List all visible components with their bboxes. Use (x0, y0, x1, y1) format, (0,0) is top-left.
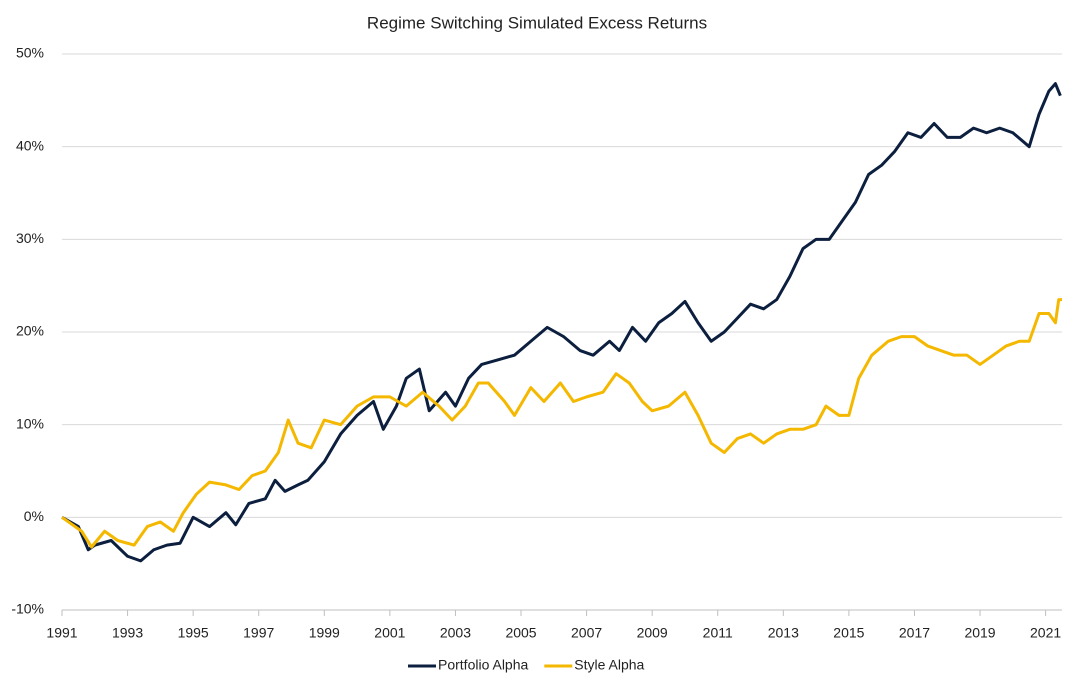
y-tick-label: 30% (16, 230, 44, 246)
y-tick-label: 0% (24, 508, 44, 524)
x-tick-label: 2009 (637, 625, 668, 641)
x-tick-label: 2015 (833, 625, 864, 641)
x-tick-label: 1999 (309, 625, 340, 641)
y-tick-label: 40% (16, 137, 44, 153)
x-tick-label: 2019 (964, 625, 995, 641)
x-tick-label: 2021 (1030, 625, 1061, 641)
x-tick-label: 2005 (505, 625, 536, 641)
x-tick-label: 1991 (46, 625, 77, 641)
x-tick-label: 2017 (899, 625, 930, 641)
series-line (61, 82, 1062, 563)
y-tick-label: 50% (16, 45, 44, 61)
x-tick-label: 2013 (768, 625, 799, 641)
x-tick-label: 2003 (440, 625, 471, 641)
series-line (61, 298, 1062, 549)
x-tick-label: 2007 (571, 625, 602, 641)
legend-item: Portfolio Alpha (408, 657, 528, 673)
x-tick-label: 1997 (243, 625, 274, 641)
legend-label: Style Alpha (574, 657, 644, 673)
x-tick-label: 1993 (112, 625, 143, 641)
x-tick-label: 2001 (374, 625, 405, 641)
chart-title: Regime Switching Simulated Excess Return… (367, 13, 707, 32)
legend-item: Style Alpha (544, 657, 645, 673)
x-tick-label: 1995 (178, 625, 209, 641)
y-tick-label: 20% (16, 323, 44, 339)
y-tick-label: 10% (16, 415, 44, 431)
x-tick-label: 2011 (703, 625, 733, 641)
y-tick-label: -10% (11, 601, 44, 617)
legend-label: Portfolio Alpha (438, 657, 528, 673)
